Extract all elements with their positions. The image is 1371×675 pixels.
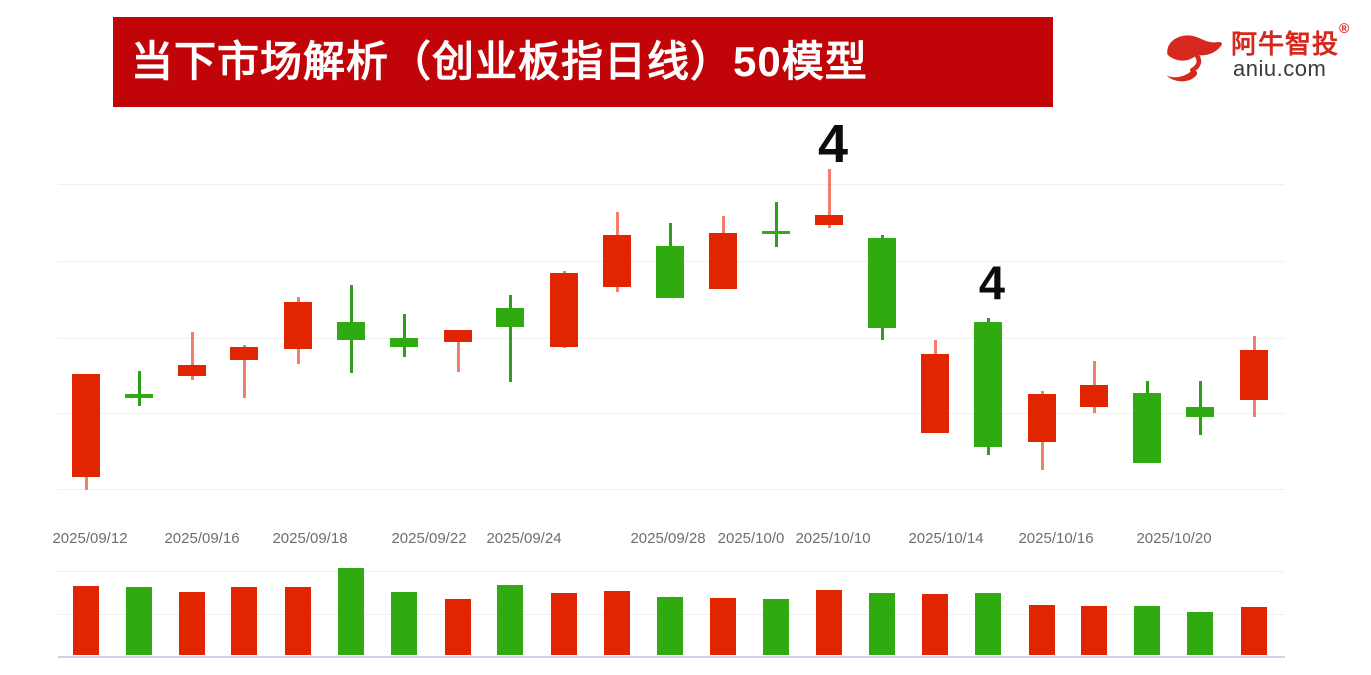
brand-domain: aniu.com: [1233, 56, 1327, 81]
candle-body: [72, 374, 100, 477]
volume-bar: [869, 593, 895, 655]
x-axis-label: 2025/09/22: [391, 530, 467, 547]
title-banner: 当下市场解析（创业板指日线）50模型: [113, 17, 1053, 107]
bull-swoosh-icon: [1166, 35, 1222, 82]
volume-bar: [975, 593, 1001, 655]
candle-body: [974, 322, 1002, 447]
candle-body: [1133, 393, 1161, 463]
candle-body: [709, 233, 737, 289]
candle-wick: [827, 169, 831, 228]
x-axis-label: 2025/10/20: [1136, 530, 1212, 547]
volume-bar: [73, 586, 99, 655]
x-axis-label: 2025/10/0: [717, 530, 785, 547]
candle-body: [603, 235, 631, 287]
candle-body: [496, 308, 524, 327]
candle-body: [1240, 350, 1268, 400]
x-axis-label: 2025/09/18: [272, 530, 348, 547]
signal-annotation: 4: [978, 256, 1006, 309]
x-axis-line: [58, 656, 1285, 658]
x-axis-label: 2025/09/28: [630, 530, 706, 547]
brand-name-line: 阿牛智投®: [1231, 20, 1349, 61]
volume-bar: [922, 594, 948, 655]
volume-bar: [338, 568, 364, 655]
candle-body: [1186, 407, 1214, 417]
candle-body: [656, 246, 684, 298]
registered-mark: ®: [1339, 20, 1350, 36]
x-axis-label: 2025/09/16: [164, 530, 240, 547]
signal-annotation: 4: [817, 114, 849, 174]
volume-bar: [1187, 612, 1213, 655]
volume-bar: [231, 587, 257, 655]
x-axis-label: 2025/09/24: [486, 530, 562, 547]
candle-body: [230, 347, 258, 360]
volume-gridline: [58, 571, 1285, 572]
x-axis-label: 2025/10/10: [795, 530, 871, 547]
volume-bar: [497, 585, 523, 655]
candle-body: [921, 354, 949, 433]
candle-body: [868, 238, 896, 328]
gridline: [58, 338, 1285, 339]
volume-bar: [710, 598, 736, 655]
gridline: [58, 413, 1285, 414]
candle-wick: [402, 314, 406, 357]
volume-bar: [1081, 606, 1107, 655]
candle-body: [1028, 394, 1056, 442]
candle-body: [337, 322, 365, 340]
volume-bar: [1029, 605, 1055, 655]
candle-wick: [242, 345, 246, 398]
gridline: [58, 489, 1285, 490]
volume-bar: [126, 587, 152, 655]
candle-body: [284, 302, 312, 349]
volume-bar: [1134, 606, 1160, 655]
volume-bar: [657, 597, 683, 655]
volume-bar: [604, 591, 630, 655]
candle-wick: [190, 332, 194, 380]
volume-bar: [445, 599, 471, 655]
page-title: 当下市场解析（创业板指日线）50模型: [131, 38, 868, 85]
x-axis-label: 2025/10/14: [908, 530, 984, 547]
candle-wick: [137, 371, 141, 406]
candle-body: [815, 215, 843, 225]
candle-wick: [774, 202, 778, 247]
candle-body: [390, 338, 418, 347]
candle-body: [444, 330, 472, 342]
gridline: [58, 184, 1285, 185]
volume-bar: [551, 593, 577, 655]
volume-bar: [391, 592, 417, 655]
candle-body: [178, 365, 206, 376]
brand-name: 阿牛智投: [1231, 29, 1340, 59]
candle-body: [1080, 385, 1108, 407]
candle-body: [762, 231, 790, 234]
volume-bar: [763, 599, 789, 655]
candle-body: [125, 394, 153, 398]
volume-bar: [179, 592, 205, 655]
candle-wick: [456, 330, 460, 372]
candle-wick: [508, 295, 512, 382]
volume-bar: [1241, 607, 1267, 655]
volume-bar: [816, 590, 842, 655]
x-axis-label: 2025/10/16: [1018, 530, 1094, 547]
volume-bar: [285, 587, 311, 655]
candle-body: [550, 273, 578, 347]
x-axis-label: 2025/09/12: [52, 530, 128, 547]
brand-logo: 阿牛智投® aniu.com: [1155, 16, 1365, 88]
